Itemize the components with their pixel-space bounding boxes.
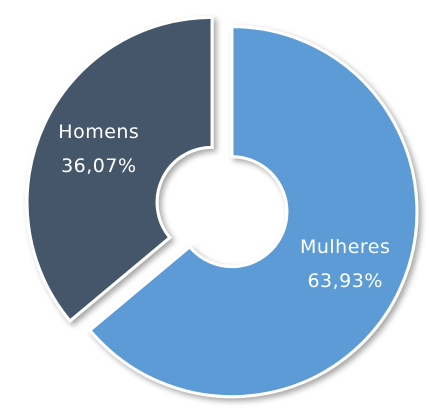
donut-slice <box>87 25 419 399</box>
slice-category-label: Homens <box>58 121 139 143</box>
slice-category-label: Mulheres <box>300 236 390 258</box>
donut-slice <box>25 15 214 324</box>
slices <box>25 15 419 399</box>
slice-value-label: 36,07% <box>61 155 136 177</box>
labels: Mulheres 63,93% Homens 36,07% <box>58 121 390 292</box>
slice-value-label: 63,93% <box>307 270 382 292</box>
